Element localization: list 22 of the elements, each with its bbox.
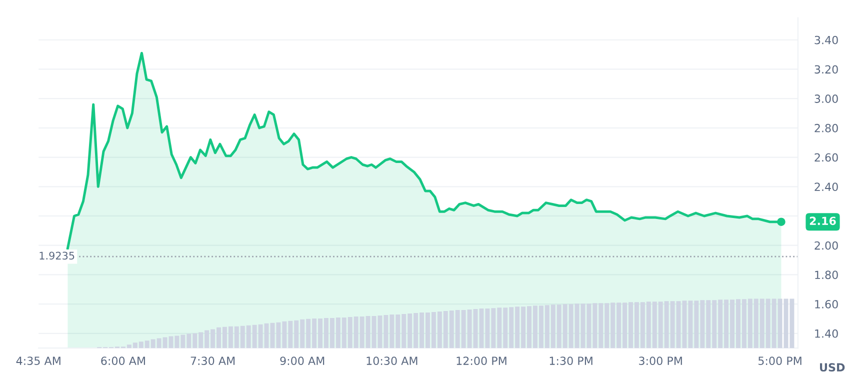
x-tick-label: 6:00 AM	[101, 356, 145, 366]
y-tick-label: 2.80	[814, 124, 838, 132]
x-tick-label: 5:00 PM	[758, 356, 802, 366]
y-tick-label: 1.60	[815, 300, 838, 308]
y-axis-title: USD	[820, 363, 845, 372]
y-tick-label: 3.00	[814, 94, 838, 103]
ref-line-label: 1.9235	[40, 252, 74, 260]
y-tick-label: 2.60	[814, 153, 838, 162]
x-tick-label: 4:35 AM	[16, 356, 60, 366]
annotation: 2.16	[810, 216, 836, 226]
x-tick-label: 1:30 PM	[550, 356, 592, 366]
y-tick-label: 2.00	[814, 241, 838, 250]
x-tick-label: 7:30 AM	[190, 356, 235, 366]
y-tick-label: 2.40	[814, 182, 838, 192]
y-tick-label: 3.20	[814, 65, 838, 74]
y-tick-label: 1.80	[815, 270, 838, 280]
x-tick-label: 9:00 AM	[280, 356, 324, 366]
y-tick-label: 1.40	[815, 329, 838, 338]
x-tick-label: 12:00 PM	[456, 356, 506, 366]
y-tick-label: 3.40	[814, 36, 838, 44]
x-tick-label: 3:00 PM	[639, 356, 682, 366]
x-tick-label: 10:30 AM	[366, 356, 418, 366]
